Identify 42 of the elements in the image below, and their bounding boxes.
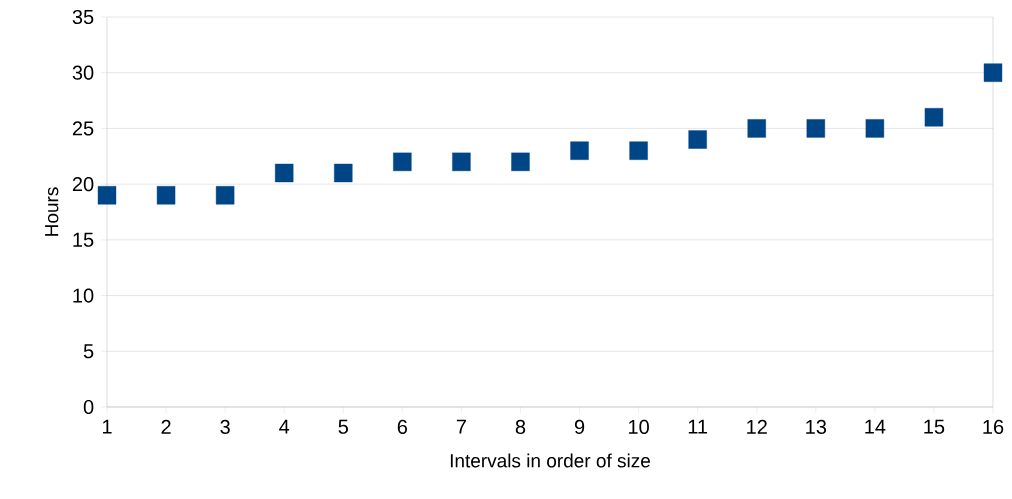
point	[865, 119, 885, 138]
x-axis-title: Intervals in order of size	[450, 453, 650, 468]
x-tick-label: 2	[161, 419, 171, 434]
y-axis-title: Hours	[45, 187, 59, 236]
x-tick-label: 15	[924, 419, 945, 434]
x-tick-label: 11	[688, 419, 708, 434]
x-tick-label: 9	[574, 419, 585, 435]
y-tick-label: 35	[72, 9, 94, 25]
x-tick-label: 13	[806, 419, 827, 435]
x-tick-label: 1	[102, 419, 112, 434]
point	[334, 163, 353, 183]
point	[688, 130, 707, 149]
x-tick-label: 12	[747, 419, 767, 434]
point	[570, 141, 589, 160]
point	[393, 152, 412, 172]
y-tick-label: 15	[73, 232, 94, 247]
point	[629, 141, 648, 160]
x-tick-label: 14	[865, 419, 886, 434]
x-tick-label: 3	[220, 419, 230, 435]
point	[983, 63, 1003, 82]
y-tick-label: 25	[72, 121, 94, 136]
point	[924, 108, 944, 127]
point	[511, 152, 530, 172]
point	[806, 119, 826, 138]
x-tick-label: 10	[629, 419, 649, 435]
y-tick-label: 5	[83, 344, 94, 359]
point	[452, 152, 471, 172]
point	[275, 163, 294, 183]
x-tick-label: 16	[983, 419, 1004, 435]
x-tick-label: 5	[338, 419, 348, 434]
x-tick-label: 4	[279, 419, 290, 434]
y-tick-label: 10	[73, 288, 94, 303]
y-tick-label: 20	[72, 177, 94, 192]
point	[747, 119, 766, 138]
point	[215, 186, 235, 205]
x-tick-label: 6	[397, 419, 408, 435]
point	[156, 186, 176, 205]
y-tick-label: 30	[72, 65, 94, 80]
point	[97, 186, 117, 205]
x-tick-label: 8	[515, 419, 526, 435]
y-tick-label: 0	[83, 399, 94, 415]
x-tick-label: 7	[456, 419, 466, 434]
